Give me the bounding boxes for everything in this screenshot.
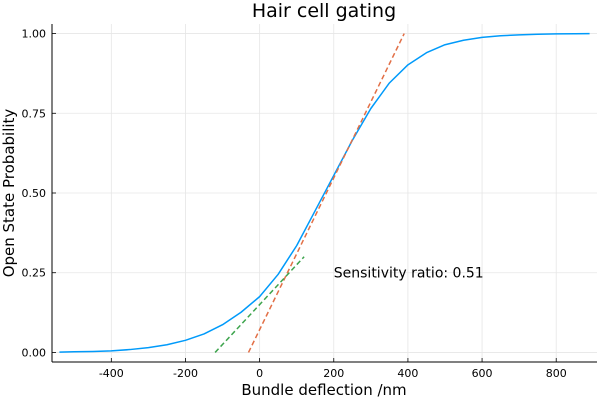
y-tick-label: 1.00 <box>22 28 47 41</box>
y-axis-label: Open State Probability <box>0 109 18 278</box>
y-tick-label: 0.75 <box>22 107 47 120</box>
series-line-tangent-low <box>214 256 305 353</box>
series-line-sigmoid <box>59 32 590 353</box>
x-tick-label: 200 <box>323 367 344 380</box>
x-tick-label: -200 <box>173 367 198 380</box>
annotation-sensitivity-ratio: Sensitivity ratio: 0.51 <box>334 266 484 282</box>
x-tick-label: 0 <box>256 367 263 380</box>
series-layer <box>59 32 590 353</box>
y-tick-label: 0.50 <box>22 187 47 200</box>
series-line-tangent-center <box>247 33 405 353</box>
grid-layer <box>52 24 597 362</box>
chart-title: Hair cell gating <box>252 0 396 22</box>
annotation-layer: Sensitivity ratio: 0.51 <box>334 266 484 282</box>
x-tick-label: -400 <box>99 367 124 380</box>
x-tick-label: 600 <box>472 367 493 380</box>
x-tick-label: 400 <box>397 367 418 380</box>
y-tick-label: 0.00 <box>22 346 47 359</box>
y-tick-label: 0.25 <box>22 267 47 280</box>
x-tick-label: 800 <box>546 367 567 380</box>
tick-layer: -400 -200 0 200 400 600 800 0.00 0.25 0.50 0.75 1.0… <box>22 28 567 380</box>
x-axis-label: Bundle deflection /nm <box>241 381 406 399</box>
